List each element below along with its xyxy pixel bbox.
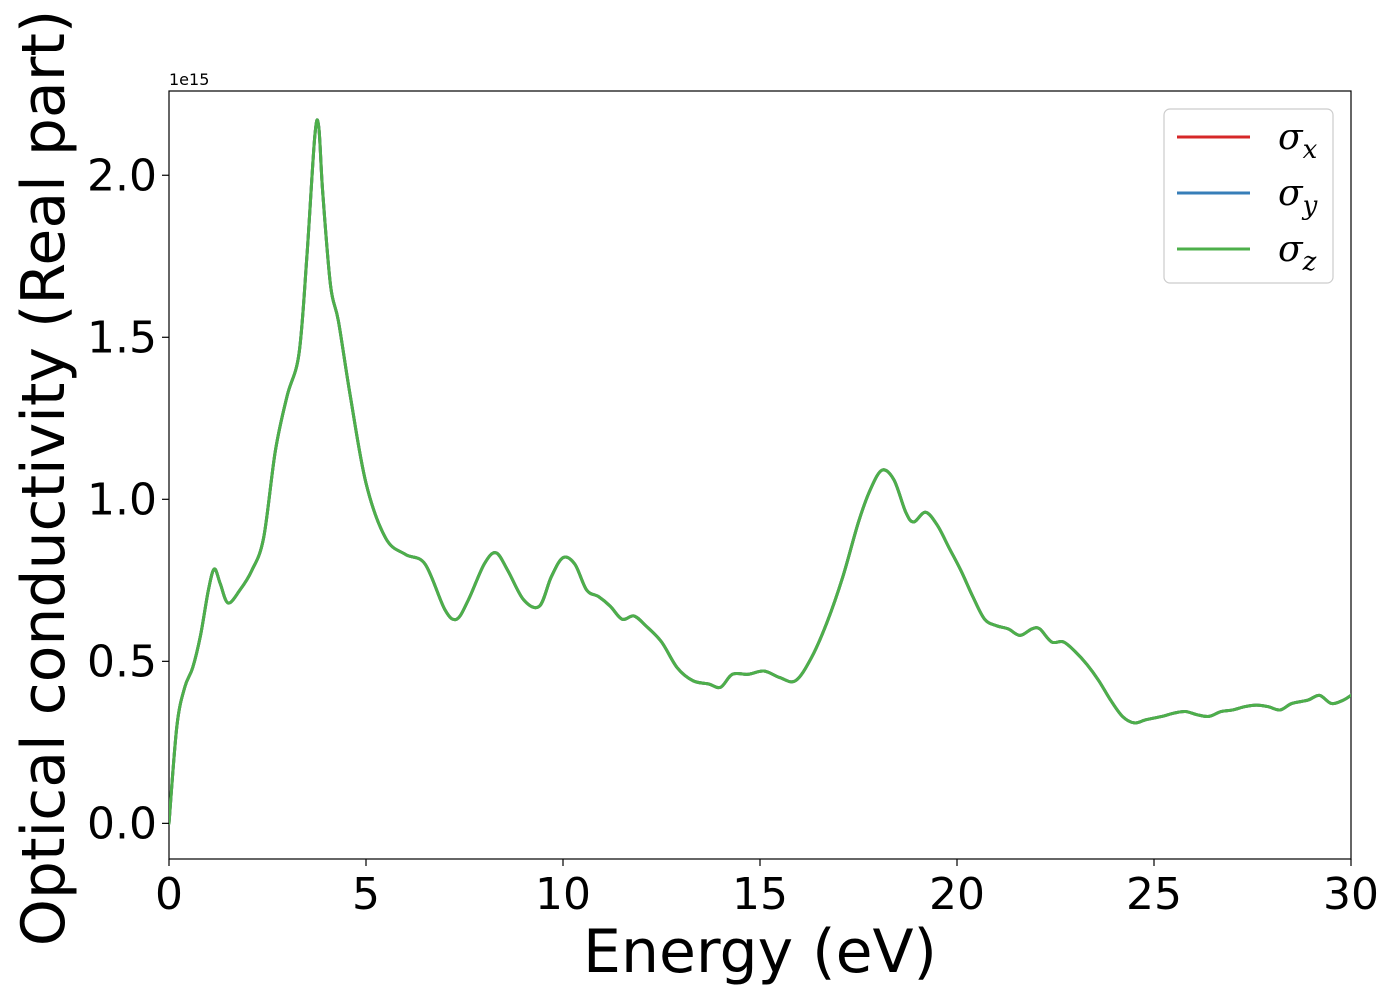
y-tick-label: 2.0 <box>87 150 157 201</box>
y-tick-label: 0.5 <box>87 636 157 687</box>
series-layer <box>169 118 1351 825</box>
x-tick-label: 0 <box>155 869 183 920</box>
x-tick-label: 20 <box>929 869 985 920</box>
legend-label-x: σx <box>1278 117 1318 165</box>
y-axis-title: Optical conductivity (Real part) <box>9 10 79 947</box>
legend-subscript: z <box>1302 247 1317 277</box>
x-tick-label: 15 <box>732 869 788 920</box>
legend-symbol: σ <box>1278 173 1304 214</box>
y-tick-label: 1.5 <box>87 312 157 363</box>
series-line-3 <box>169 118 1351 825</box>
legend-symbol: σ <box>1278 117 1304 158</box>
x-tick-label: 25 <box>1126 869 1182 920</box>
legend-subscript: y <box>1302 191 1318 221</box>
x-tick-label: 5 <box>352 869 380 920</box>
legend-label-y: σy <box>1278 173 1318 221</box>
y-axis-ticks: 0.0 0.5 1.0 1.5 2.0 <box>87 150 169 849</box>
y-offset-label: 1e15 <box>169 70 209 89</box>
legend-symbol: σ <box>1278 229 1304 270</box>
x-tick-label: 10 <box>535 869 591 920</box>
x-axis-ticks: 0 5 10 15 20 25 30 <box>155 859 1379 920</box>
legend-subscript: x <box>1303 135 1318 165</box>
x-tick-label: 30 <box>1323 869 1379 920</box>
x-axis-title: Energy (eV) <box>583 917 937 987</box>
y-tick-label: 1.0 <box>87 474 157 525</box>
legend-box <box>1163 108 1334 284</box>
y-tick-label: 0.0 <box>87 798 157 849</box>
legend-label-z: σz <box>1278 229 1317 277</box>
